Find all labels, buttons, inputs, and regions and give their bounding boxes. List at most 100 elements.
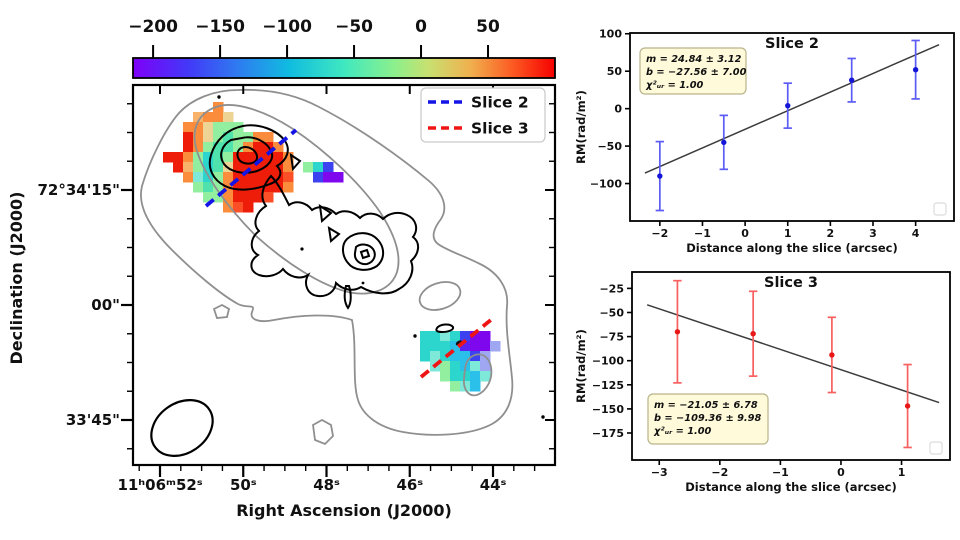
rm-pixel <box>213 132 224 143</box>
colorbar-tick-label: −150 <box>195 17 245 37</box>
central-contour-hole2 <box>327 226 341 243</box>
rm-pixel <box>440 351 451 362</box>
y-tick-label: 100 <box>599 28 622 41</box>
fit-annotation-line: b = −27.56 ± 7.00 <box>646 67 747 78</box>
rm-pixel <box>313 162 324 173</box>
data-point <box>785 102 791 109</box>
rm-pixel <box>490 341 501 352</box>
x-tick-label: 48ˢ <box>313 476 340 494</box>
colorbar-tick-label: 50 <box>476 17 500 37</box>
rm-pixel <box>470 371 481 382</box>
rm-pixel <box>440 331 451 342</box>
rm-pixel <box>480 341 491 352</box>
rm-pixel <box>480 361 491 372</box>
rm-pixel <box>213 192 224 203</box>
inner-gray-contour <box>193 104 400 295</box>
x-tick-label: 1 <box>784 227 792 240</box>
map-legend: Slice 2 Slice 3 <box>420 87 546 143</box>
rm-pixel <box>233 162 244 173</box>
fit-annotation-box <box>647 393 769 445</box>
rm-pixel <box>440 361 451 372</box>
rm-pixel <box>470 351 481 362</box>
central-contour-main <box>250 174 419 298</box>
colorbar-tick-label: −200 <box>128 17 178 37</box>
source-dot <box>541 415 545 419</box>
empty-legend-stub <box>929 441 943 455</box>
rm-pixel <box>243 182 254 193</box>
rm-pixel <box>480 371 491 382</box>
north-contour-inner <box>236 146 259 165</box>
map-frame <box>131 83 557 467</box>
legend-label: Slice 2 <box>471 94 529 112</box>
chart-xlabel: Distance along the slice (arcsec) <box>686 241 897 255</box>
y-tick-label: 00" <box>91 296 120 314</box>
rm-pixel <box>243 192 254 203</box>
plot-frame <box>629 32 955 222</box>
data-point <box>674 329 681 335</box>
y-tick-label: −25 <box>599 282 624 295</box>
empty-legend-stub <box>933 202 947 216</box>
rm-pixel <box>430 351 441 362</box>
rm-pixel <box>460 371 471 382</box>
data-point <box>848 77 855 83</box>
gray-contours <box>140 88 514 446</box>
x-tick-label: −2 <box>651 227 668 240</box>
data-point <box>904 403 911 409</box>
data-point <box>750 331 756 337</box>
rm-pixel <box>183 162 194 173</box>
x-tick-label: 1 <box>898 466 906 479</box>
rm-pixel <box>203 122 214 133</box>
beam-ellipse <box>150 399 214 457</box>
rm-pixel <box>183 172 194 183</box>
rm-pixel <box>223 122 234 133</box>
rm-pixel <box>440 371 451 382</box>
rm-pixel <box>283 182 294 193</box>
rm-pixel <box>203 142 214 153</box>
x-tick-label: 4 <box>912 227 920 240</box>
x-tick-label: −1 <box>772 466 789 479</box>
rm-pixel <box>450 351 461 362</box>
rm-pixel <box>193 142 204 153</box>
rm-pixel <box>420 351 431 362</box>
y-tick-label: −175 <box>592 427 624 440</box>
rm-pixel <box>253 172 264 183</box>
central-contour-stem <box>343 285 352 310</box>
data-point <box>829 352 835 358</box>
gray-blob-ellipse <box>418 281 462 311</box>
chart-ylabel: RM(rad/m²) <box>574 329 588 403</box>
rm-pixel <box>193 162 204 173</box>
rm-map-panel: −200 −150 −100 −50 0 50 <box>7 17 557 520</box>
fit-annotation-box <box>639 47 747 95</box>
rm-pixel <box>253 152 264 163</box>
colorbar <box>132 57 556 79</box>
rm-pixel <box>203 192 214 203</box>
rm-pixel <box>193 182 204 193</box>
colorbar-group: −200 −150 −100 −50 0 50 <box>128 17 556 79</box>
colorbar-tick-label: −50 <box>335 17 373 37</box>
rm-pixel <box>203 112 214 123</box>
rm-pixel <box>450 341 461 352</box>
y-tick-label: −100 <box>592 355 625 368</box>
rm-pixel <box>173 152 184 163</box>
y-tick-label: −75 <box>599 331 624 344</box>
rm-pixel <box>313 172 324 183</box>
fit-annotation-line: χ²ᵤᵣ = 1.00 <box>653 426 712 437</box>
fit-annotation-line: χ²ᵤᵣ = 1.00 <box>645 80 704 91</box>
rm-pixel <box>333 172 344 183</box>
south-contour-small <box>435 323 455 334</box>
rm-pixel <box>243 152 254 163</box>
x-tick-label: −3 <box>651 466 668 479</box>
rm-pixel <box>213 172 224 183</box>
fit-annotation-line: m = −21.05 ± 6.78 <box>654 400 758 411</box>
y-tick-label: −50 <box>597 140 622 153</box>
x-tick-label: 0 <box>741 227 749 240</box>
rm-pixel <box>233 132 244 143</box>
slice2-chart-panel: −2 −1 0 1 2 3 4 100 50 0 −50 −100 Distance along the… <box>574 28 955 255</box>
rm-pixel <box>253 192 264 203</box>
rm-pixel <box>213 102 224 113</box>
rm-pixel <box>223 142 234 153</box>
rm-pixel <box>450 361 461 372</box>
rm-pixel <box>203 152 214 163</box>
rm-pixel <box>193 132 204 143</box>
x-tick-label: 11ʰ06ᵐ52ˢ <box>117 476 202 494</box>
